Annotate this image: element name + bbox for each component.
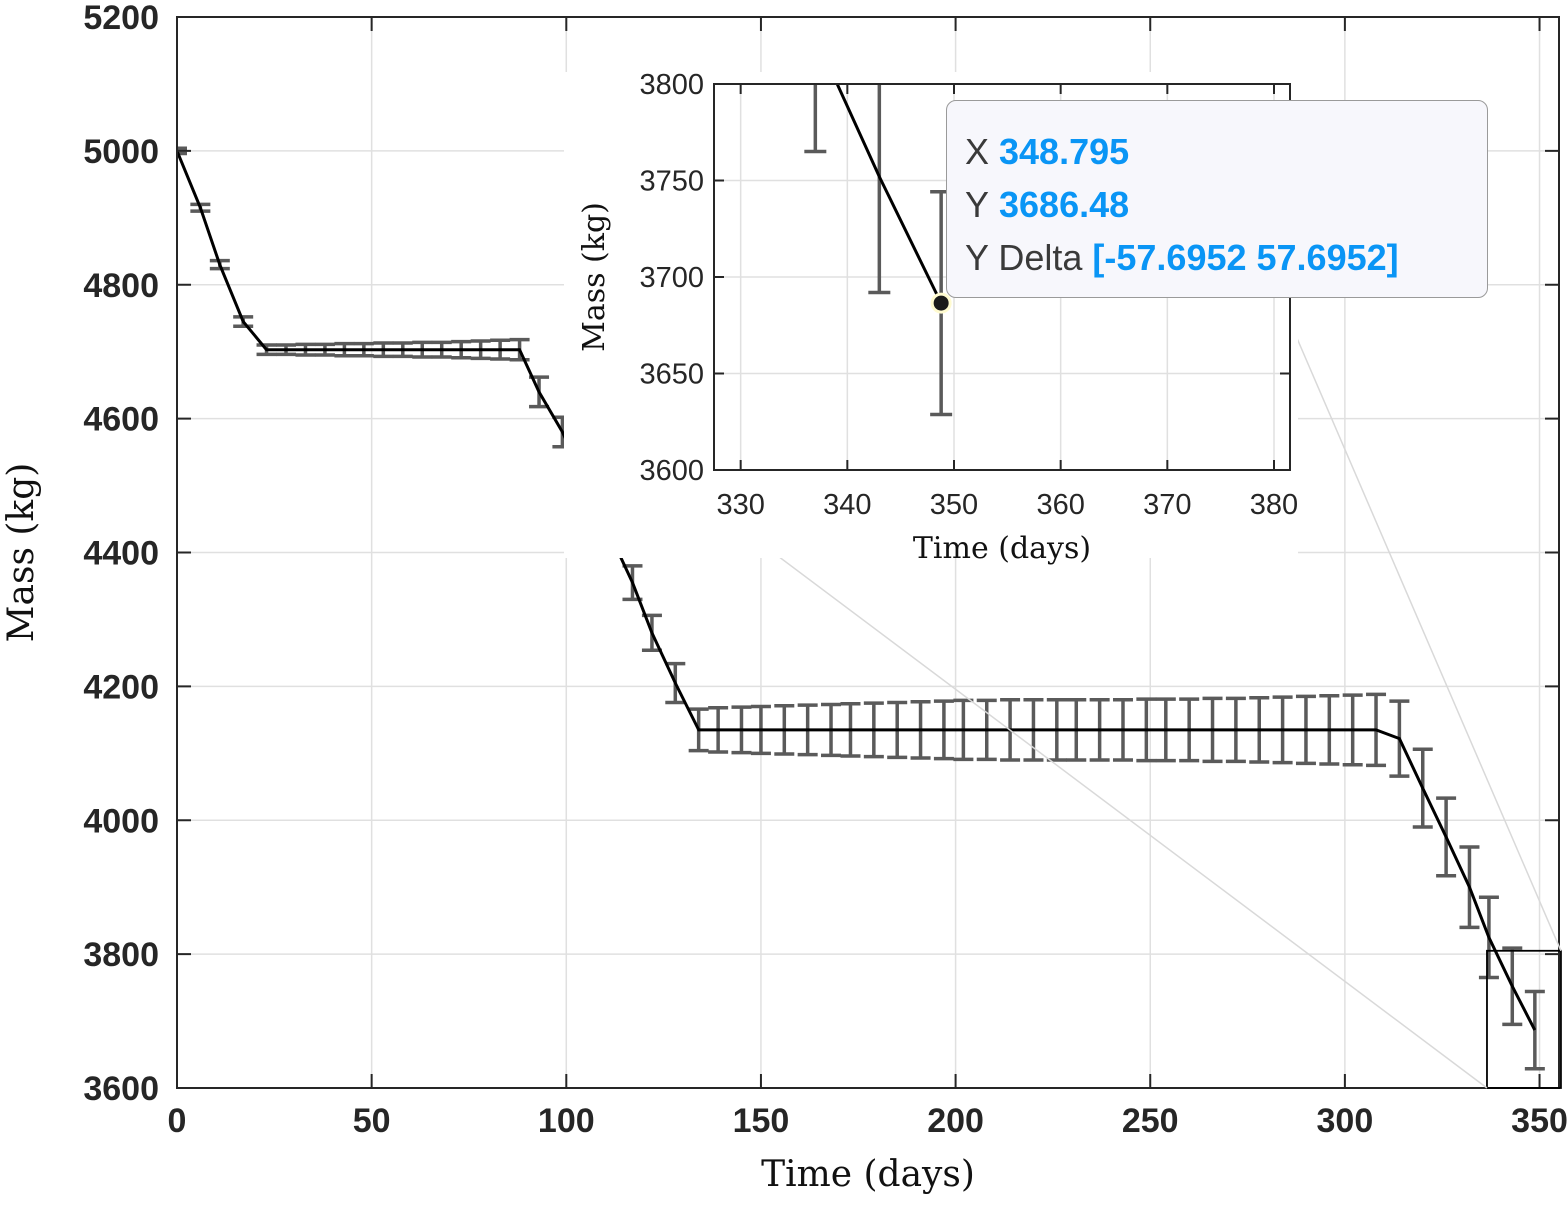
- datatip-y-label: Y: [965, 184, 990, 225]
- inset-y-axis-label: Mass (kg): [577, 202, 612, 352]
- datatip-delta-value: [-57.6952 57.6952]: [1092, 237, 1399, 278]
- main-y-tick-label: 4600: [83, 401, 159, 439]
- main-plot-area: [177, 146, 1545, 1071]
- main-x-axis-label: Time (days): [761, 1154, 975, 1195]
- inset-y-tick-label: 3600: [639, 455, 704, 487]
- main-x-tick-label: 0: [168, 1102, 187, 1140]
- main-y-tick-label: 4000: [83, 802, 159, 840]
- inset-x-tick-label: 360: [1036, 489, 1084, 521]
- inset-x-tick-label: 380: [1250, 489, 1298, 521]
- main-series-line: [177, 150, 1537, 1031]
- main-y-tick-label: 3600: [83, 1070, 159, 1108]
- main-x-tick-label: 150: [733, 1102, 790, 1140]
- datatip-y-row: Y 3686.48: [965, 178, 1487, 231]
- main-x-tick-label: 300: [1317, 1102, 1374, 1140]
- inset-y-tick-label: 3800: [639, 69, 704, 101]
- datatip: X 348.795 Y 3686.48 Y Delta [-57.6952 57.69…: [946, 100, 1488, 298]
- main-y-tick-label: 5200: [83, 0, 159, 37]
- inset-x-tick-label: 340: [823, 489, 871, 521]
- zoom-region-box: [1486, 949, 1562, 1089]
- main-x-tick-label: 50: [353, 1102, 391, 1140]
- inset-y-tick-label: 3650: [639, 359, 704, 391]
- main-x-tick-label: 250: [1122, 1102, 1179, 1140]
- datatip-y-value: 3686.48: [999, 184, 1130, 225]
- inset-y-tick-label: 3700: [639, 262, 704, 294]
- inset-x-axis-label: Time (days): [913, 531, 1091, 566]
- inset-y-tick-label: 3750: [639, 166, 704, 198]
- zoom-connector-line: [1289, 321, 1562, 952]
- main-y-tick-label: 4200: [83, 668, 159, 706]
- zoom-connector-line: [713, 507, 1488, 1089]
- main-x-tick-label: 200: [927, 1102, 984, 1140]
- main-y-tick-label: 4400: [83, 535, 159, 573]
- main-y-tick-label: 3800: [83, 936, 159, 974]
- zoom-connector-lines: [713, 321, 1562, 1089]
- datatip-x-row: X 348.795: [965, 125, 1487, 178]
- inset-x-tick-label: 370: [1143, 489, 1191, 521]
- datatip-marker: [930, 292, 952, 314]
- main-y-axis-label: Mass (kg): [1, 463, 42, 643]
- inset-x-tick-label: 350: [930, 489, 978, 521]
- datatip-x-label: X: [965, 131, 990, 172]
- datatip-delta-label: Y Delta: [965, 237, 1083, 278]
- datatip-x-value: 348.795: [999, 131, 1130, 172]
- main-y-tick-label: 5000: [83, 133, 159, 171]
- main-x-tick-label: 350: [1511, 1102, 1567, 1140]
- main-y-tick-label: 4800: [83, 267, 159, 305]
- datatip-delta-row: Y Delta [-57.6952 57.6952]: [965, 231, 1487, 284]
- main-x-tick-label: 100: [538, 1102, 595, 1140]
- inset-series-line: [835, 84, 943, 304]
- inset-x-tick-label: 330: [716, 489, 764, 521]
